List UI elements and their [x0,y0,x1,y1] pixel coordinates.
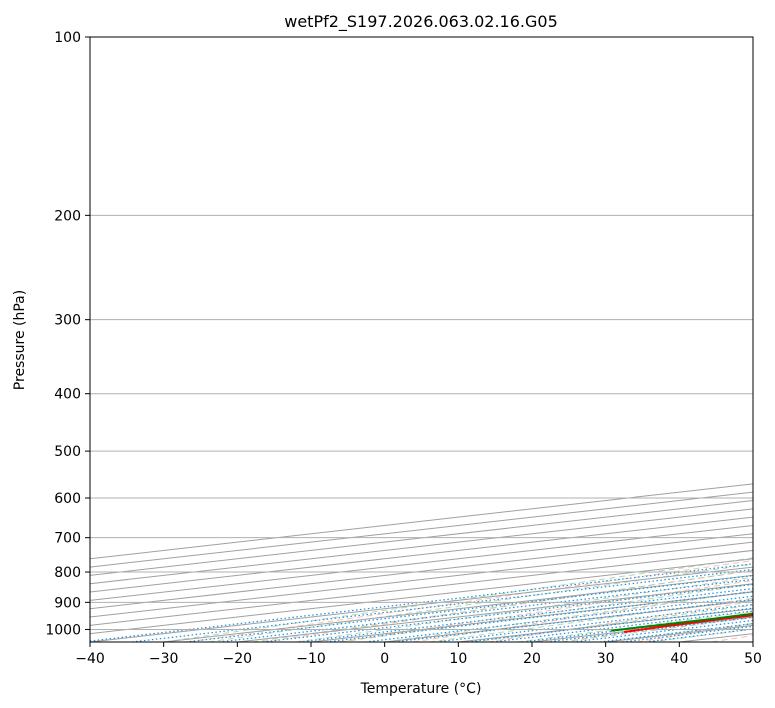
x-axis-title: Temperature (°C) [360,681,482,697]
y-tick-label: 100 [54,30,81,46]
y-tick-label: 700 [54,531,81,547]
isotherm-line [90,516,753,593]
background-lines [90,483,753,642]
x-axis: −40 −30 −20 −10 0 10 20 30 40 50 [75,642,762,667]
mixing-ratio-line [262,583,753,642]
y-axis: 1000 900 800 700 600 500 400 300 200 100 [45,30,90,638]
isotherm-line [90,499,753,576]
moist-adiabat-line [296,576,753,642]
isotherm-line [90,508,753,585]
x-tick-label: 50 [744,651,762,667]
isotherm-line [90,524,753,601]
x-tick-label: 30 [597,651,615,667]
y-tick-label: 1000 [45,622,81,638]
dry-adiabat-line [188,559,753,642]
y-tick-label: 300 [54,313,81,329]
x-tick-label: 20 [523,651,541,667]
y-tick-label: 600 [54,491,81,507]
y-tick-label: 200 [54,208,81,224]
isotherm-line [90,533,753,610]
x-tick-label: −20 [223,651,253,667]
moist-adiabat-line [340,583,753,642]
x-tick-label: −40 [75,651,105,667]
moist-adiabat-line [428,597,753,642]
isotherm-line [90,491,753,568]
plot-frame [89,36,754,643]
y-axis-title: Pressure (hPa) [12,290,28,390]
x-tick-label: −10 [296,651,326,667]
x-tick-label: 0 [380,651,389,667]
y-tick-label: 400 [54,387,81,403]
mixing-ratio-line [365,595,753,642]
y-tick-label: 500 [54,444,81,460]
chart-title: wetPf2_S197.2026.063.02.16.G05 [284,12,558,32]
isotherm-line [90,483,753,560]
y-tick-label: 800 [54,565,81,581]
y-tick-label: 900 [54,595,81,611]
mixing-ratio-line [326,591,753,642]
x-tick-label: 10 [449,651,467,667]
x-tick-label: 40 [670,651,688,667]
x-tick-label: −30 [149,651,179,667]
mixing-ratio-line [394,598,753,642]
isobar-grid [90,37,753,630]
mixing-ratio-line [299,587,753,642]
